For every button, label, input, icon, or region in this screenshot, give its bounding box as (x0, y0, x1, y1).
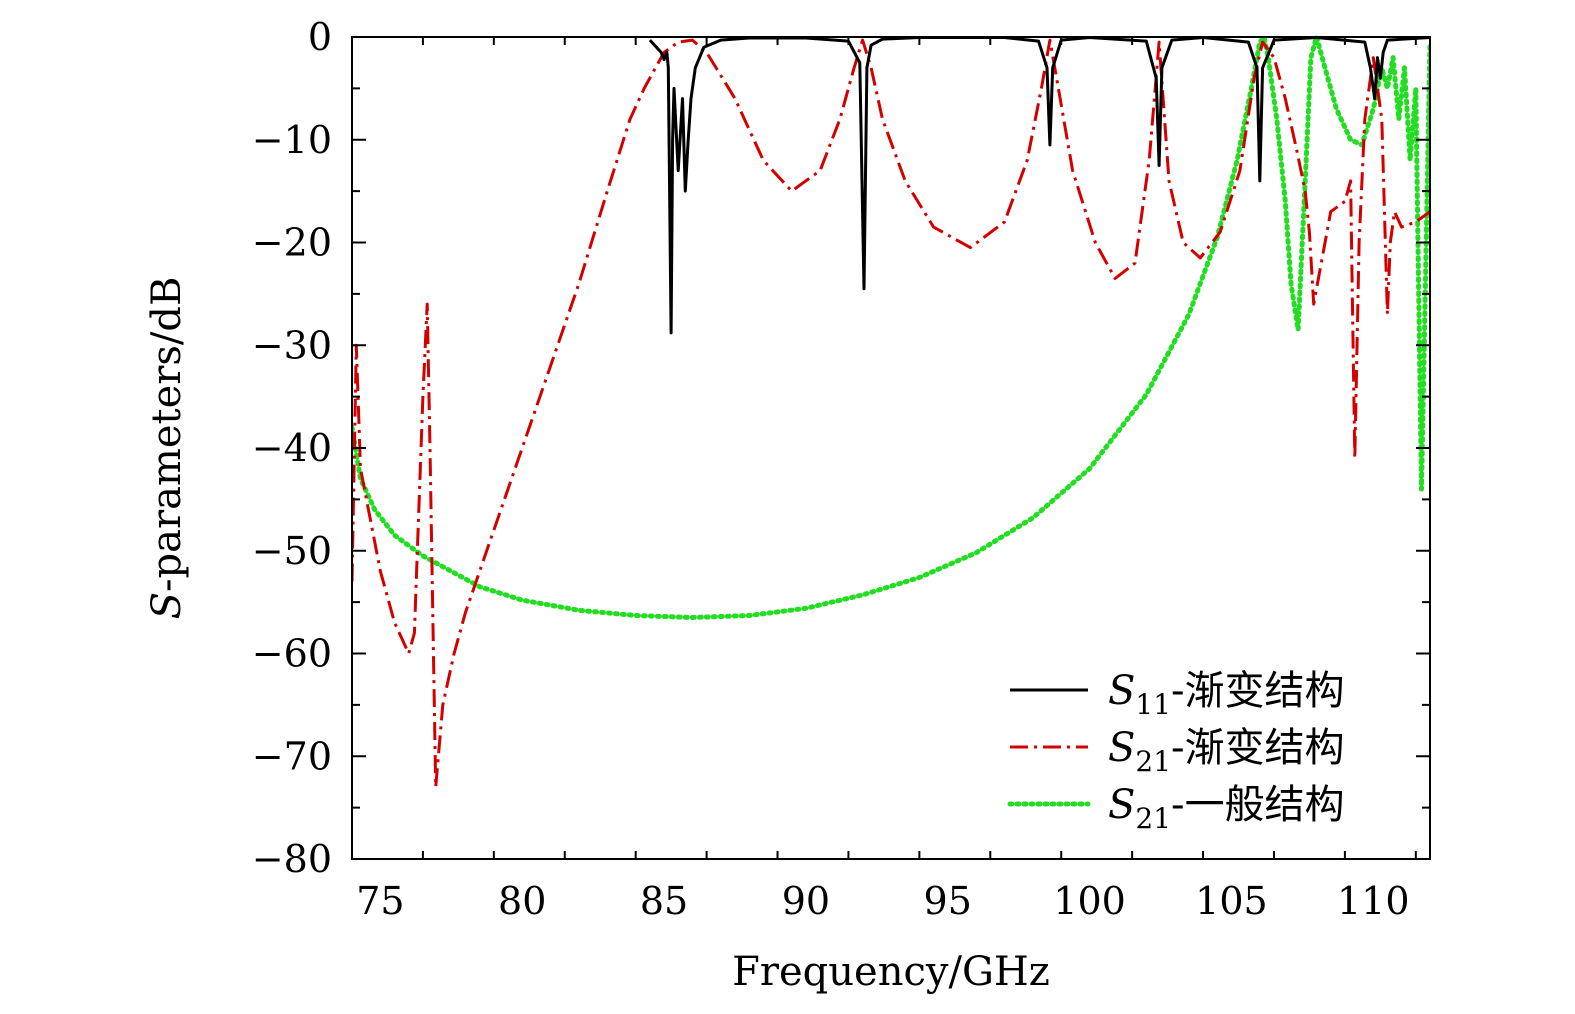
series-line-0 (648, 36, 1430, 335)
y-tick-label: −60 (252, 632, 332, 676)
y-tick-label: −80 (252, 837, 332, 881)
x-tick-label: 75 (356, 879, 404, 923)
legend-label-0: S11-渐变结构 (1108, 668, 1345, 721)
y-tick-label: 0 (308, 15, 332, 59)
y-axis-title-rest: -parameters/dB (144, 277, 190, 592)
series-layer (352, 35, 1430, 789)
axes-layer: 75 80 85 90 95 100 105 110 0 −10 −20 −30 −40 −50 −60 −7… (252, 15, 1431, 923)
y-axis-title: S-parameters/dB (144, 277, 190, 620)
x-tick-label: 90 (782, 879, 830, 923)
x-tick-label: 105 (1195, 879, 1268, 923)
x-tick-label: 100 (1053, 879, 1126, 923)
y-tick-label: −30 (252, 323, 332, 367)
y-axis-title-symbol: S (144, 592, 190, 619)
series-line-1 (352, 38, 1430, 789)
y-tick-label: −10 (252, 118, 332, 162)
legend-label-1: S21-渐变结构 (1108, 725, 1345, 778)
x-tick-label: 110 (1337, 879, 1410, 923)
x-tick-label: 80 (498, 879, 546, 923)
y-tick-label: −70 (252, 734, 332, 778)
legend-label-2: S21-一般结构 (1108, 782, 1345, 835)
x-tick-label: 95 (924, 879, 972, 923)
x-tick-label: 85 (640, 879, 688, 923)
x-axis-title: Frequency/GHz (732, 949, 1050, 995)
y-tick-label: −40 (252, 426, 332, 470)
series-line-2 (352, 35, 1430, 620)
y-tick-label: −50 (252, 529, 332, 573)
y-tick-label: −20 (252, 221, 332, 265)
